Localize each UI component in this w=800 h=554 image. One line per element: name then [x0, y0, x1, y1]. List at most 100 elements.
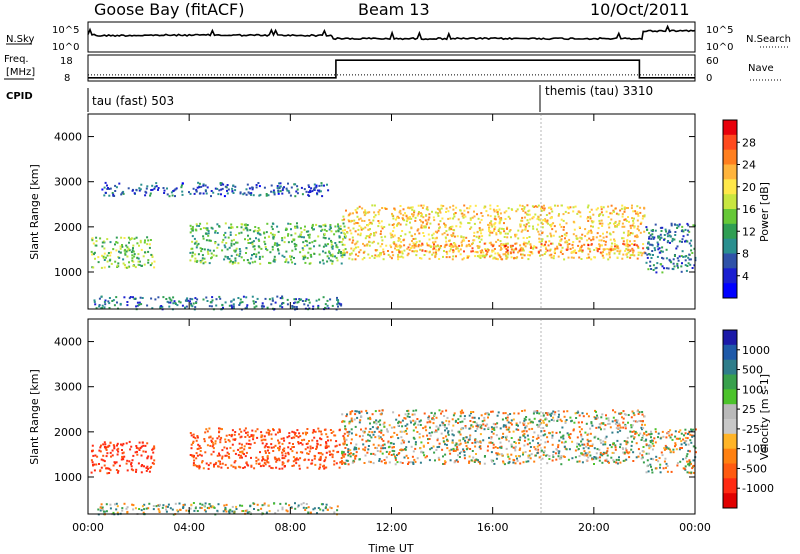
- power-cell: [254, 260, 257, 263]
- velocity-cell: [255, 462, 258, 465]
- power-cell: [452, 204, 455, 207]
- power-cell: [480, 232, 483, 235]
- power-cell: [596, 249, 599, 252]
- power-cell: [279, 305, 282, 308]
- velocity-cell: [388, 424, 391, 427]
- power-cell: [521, 216, 524, 219]
- power-cell: [588, 230, 591, 232]
- power-cell: [577, 250, 580, 253]
- velocity-cell: [325, 503, 328, 506]
- power-cell: [647, 268, 650, 271]
- velocity-cell: [510, 419, 513, 422]
- power-cell: [126, 304, 129, 307]
- velocity-cell: [641, 423, 644, 426]
- power-cell: [367, 228, 370, 231]
- power-cell: [368, 222, 371, 225]
- velocity-cell: [344, 462, 347, 465]
- power-cell: [252, 230, 255, 233]
- power-cell: [634, 210, 637, 213]
- velocity-cell: [249, 446, 252, 449]
- velocity-cell: [513, 459, 516, 462]
- velocity-cell: [166, 505, 169, 508]
- power-cell: [388, 223, 391, 226]
- power-cell: [589, 215, 592, 218]
- power-cell: [566, 246, 569, 249]
- power-cell: [304, 225, 306, 228]
- power-cell: [590, 243, 593, 246]
- velocity-cell: [352, 459, 355, 462]
- power-cell: [587, 244, 590, 247]
- velocity-cell: [291, 465, 294, 467]
- velocity-cell: [580, 433, 583, 436]
- velocity-cell: [689, 439, 692, 442]
- power-cell: [257, 245, 260, 248]
- velocity-cell: [243, 448, 246, 451]
- velocity-cell: [491, 428, 494, 430]
- power-cell: [618, 220, 621, 223]
- power-cell: [230, 242, 233, 245]
- power-cell: [540, 207, 542, 210]
- power-cell: [627, 234, 629, 237]
- power-cell: [613, 252, 616, 255]
- power-cell: [563, 233, 566, 236]
- power-cell: [622, 240, 625, 243]
- velocity-cell: [368, 460, 371, 463]
- velocity-cell: [612, 416, 615, 419]
- power-cell: [543, 219, 546, 222]
- velocity-cell: [404, 417, 407, 420]
- power-cell: [287, 261, 290, 264]
- velocity-cell: [221, 457, 224, 460]
- velocity-cell: [352, 453, 355, 455]
- velocity-cell: [140, 471, 143, 474]
- power-cell: [493, 248, 496, 250]
- velocity-cell: [475, 458, 478, 461]
- velocity-cell: [574, 449, 577, 452]
- power-cell: [91, 239, 94, 242]
- velocity-cell: [152, 508, 155, 511]
- velocity-cell: [318, 430, 321, 433]
- velocity-cell: [241, 450, 244, 453]
- velocity-cell: [617, 459, 620, 461]
- power-cell: [264, 246, 267, 248]
- velocity-cell: [585, 445, 588, 448]
- velocity-cell: [414, 443, 417, 446]
- power-cell: [538, 233, 541, 236]
- velocity-cell: [454, 449, 457, 452]
- power-cell: [406, 254, 409, 257]
- velocity-cell: [597, 456, 600, 459]
- velocity-cell: [622, 426, 625, 429]
- power-cell: [232, 298, 235, 301]
- power-cell: [202, 227, 205, 229]
- power-cell: [268, 298, 271, 301]
- velocity-cell: [665, 462, 668, 465]
- power-cell: [288, 191, 291, 194]
- power-cell: [550, 256, 553, 259]
- velocity-cell: [309, 447, 312, 450]
- power-cell: [547, 206, 550, 209]
- velocity-cell: [414, 447, 417, 450]
- power-cell: [149, 264, 152, 267]
- power-cell: [286, 298, 289, 301]
- power-cell: [629, 232, 632, 234]
- power-cell: [446, 252, 449, 255]
- velocity-cell: [151, 462, 154, 465]
- velocity-cell: [274, 433, 277, 436]
- velocity-cell: [558, 413, 560, 416]
- velocity-cell: [243, 466, 246, 469]
- velocity-cell: [455, 459, 458, 462]
- velocity-cell: [153, 459, 156, 462]
- velocity-colorbar-segment: [723, 419, 737, 435]
- velocity-cell: [552, 416, 555, 419]
- velocity-cell: [222, 510, 225, 513]
- velocity-cell: [600, 428, 602, 431]
- velocity-cell: [626, 436, 629, 439]
- velocity-cell: [538, 456, 541, 459]
- power-cell: [290, 234, 293, 237]
- power-cell: [404, 233, 407, 236]
- velocity-cell: [396, 433, 399, 436]
- power-cell: [144, 251, 146, 254]
- velocity-cell: [659, 437, 662, 440]
- velocity-cell: [355, 443, 358, 446]
- power-cell: [187, 299, 189, 302]
- velocity-cell: [274, 512, 277, 515]
